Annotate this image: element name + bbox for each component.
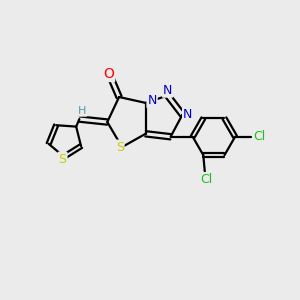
Text: N: N — [147, 94, 157, 107]
Text: Cl: Cl — [253, 130, 266, 143]
Text: O: O — [103, 67, 114, 81]
Text: S: S — [116, 141, 124, 154]
Text: H: H — [78, 106, 86, 116]
Text: N: N — [183, 108, 192, 121]
Text: S: S — [58, 153, 67, 166]
Text: N: N — [163, 84, 172, 97]
Text: Cl: Cl — [200, 173, 212, 186]
